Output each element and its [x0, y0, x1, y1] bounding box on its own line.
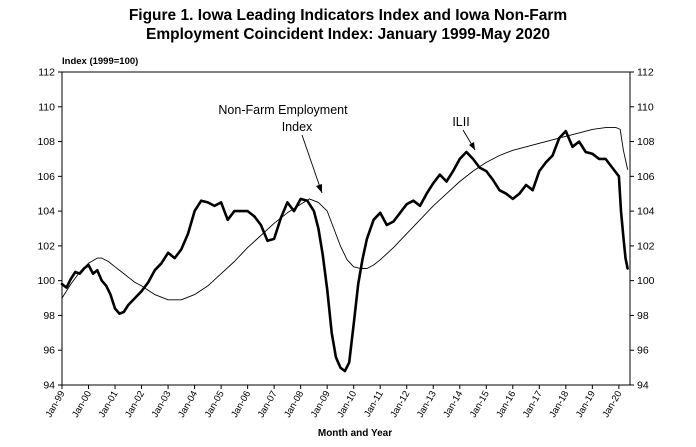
x-tick-label: Jan-20: [600, 389, 624, 420]
chart-title-line-1: Figure 1. Iowa Leading Indicators Index …: [128, 7, 568, 24]
x-tick-label: Jan-14: [441, 389, 465, 420]
non-farm-employment-series-line: [61, 127, 629, 301]
x-axis-label: Month and Year: [318, 428, 392, 439]
x-tick-label: Jan-05: [203, 389, 227, 420]
y-tick-label-right: 96: [637, 345, 649, 357]
x-tick-label: Jan-99: [44, 389, 68, 420]
y-tick-label-right: 110: [637, 101, 654, 113]
x-tick-label: Jan-18: [547, 389, 571, 420]
x-tick-label: Jan-12: [388, 389, 412, 420]
y-tick-label-right: 94: [637, 380, 649, 392]
x-tick-label: Jan-06: [229, 389, 253, 420]
x-tick-label: Jan-10: [335, 389, 359, 420]
x-tick-label: Jan-03: [150, 389, 174, 420]
annotation-ilii-arrowhead: [469, 142, 475, 150]
plot-frame: [61, 71, 631, 386]
annotation-non-farm-leader-line: [301, 134, 323, 194]
y-tick-label-left: 104: [37, 206, 55, 218]
y-tick-label-left: 94: [43, 380, 55, 392]
x-tick-label: Jan-07: [256, 389, 280, 420]
annotation-ilii: ILII: [452, 115, 469, 129]
ilii-series-line: [60, 129, 629, 373]
y-tick-label-left: 112: [38, 67, 55, 79]
y-tick-label-right: 102: [637, 240, 655, 252]
y-tick-label-left: 96: [43, 345, 55, 357]
y-tick-label-left: 100: [37, 275, 55, 287]
x-tick-label: Jan-13: [415, 389, 439, 420]
x-tick-label: Jan-01: [97, 389, 121, 420]
x-tick-label: Jan-16: [494, 389, 518, 420]
x-tick-label: Jan-02: [123, 389, 147, 420]
y-tick-label-right: 112: [637, 67, 654, 79]
annotation-non-farm-employment-line-1: Non-Farm Employment: [218, 103, 348, 117]
x-tick-label: Jan-04: [176, 389, 200, 420]
x-tick-label: Jan-19: [574, 389, 598, 420]
x-tick-label: Jan-11: [362, 389, 386, 419]
y-tick-label-left: 106: [37, 171, 55, 183]
y-tick-label-right: 104: [637, 206, 655, 218]
x-tick-label: Jan-00: [70, 389, 94, 420]
x-tick-label: Jan-15: [468, 389, 492, 420]
y-tick-label-left: 98: [43, 310, 55, 322]
annotation-non-farm-arrowhead: [316, 184, 322, 193]
x-tick-label: Jan-17: [521, 389, 545, 420]
y-tick-label-right: 100: [637, 275, 655, 287]
annotation-non-farm-employment-line-2: Index: [282, 120, 313, 134]
y-tick-label-left: 108: [37, 136, 55, 148]
x-tick-label: Jan-09: [309, 389, 333, 420]
y-axis-label: Index (1999=100): [62, 56, 138, 67]
y-tick-label-right: 106: [637, 171, 655, 183]
y-tick-label-left: 102: [37, 240, 55, 252]
x-tick-label: Jan-08: [282, 389, 306, 420]
y-tick-label-left: 110: [38, 101, 55, 113]
y-tick-label-right: 108: [637, 136, 655, 148]
chart-title-line-2: Employment Coincident Index: January 199…: [146, 26, 550, 43]
y-tick-label-right: 98: [637, 310, 649, 322]
